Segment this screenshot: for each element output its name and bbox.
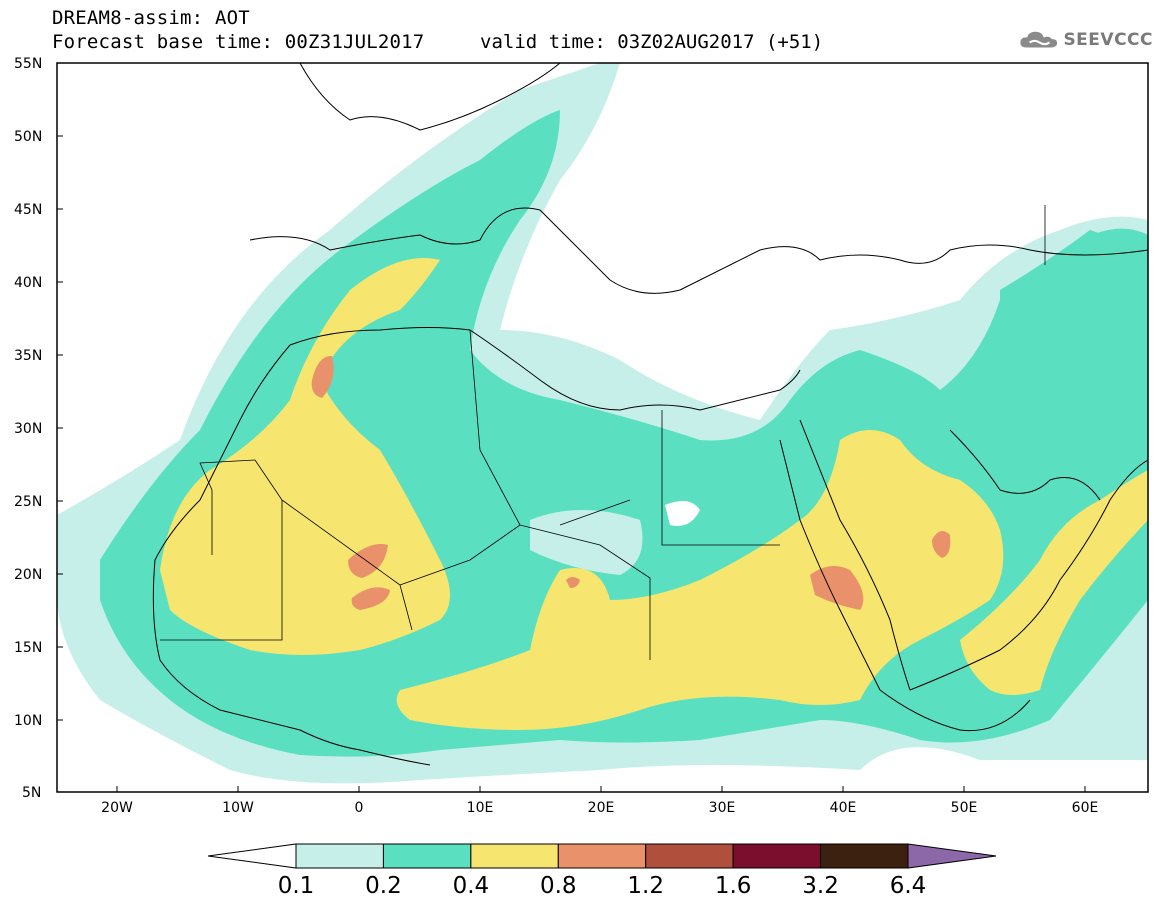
lat-ticks — [57, 62, 63, 793]
lat-label: 55N — [14, 56, 42, 72]
colorbar-min-triangle — [207, 843, 297, 869]
map-title: DREAM8-assim: AOT — [52, 7, 250, 29]
colorbar-label: 1.2 — [627, 873, 664, 899]
aot-band-0.8-saudi — [932, 531, 951, 558]
cloud-logo-icon — [1020, 31, 1058, 48]
aot-band-0.8-chad — [566, 577, 580, 588]
aot-band-0.8-mali — [348, 544, 388, 578]
lat-label: 35N — [14, 348, 42, 364]
colorbar-max-triangle — [907, 843, 997, 869]
lat-label: 20N — [14, 567, 42, 583]
colorbar-swatch — [382, 843, 472, 869]
lon-label: 50E — [951, 800, 978, 816]
borders — [160, 205, 1046, 660]
lat-label: 15N — [14, 640, 42, 656]
aot-band-0.4-sahel — [396, 430, 1004, 730]
aot-clear-egypt — [665, 501, 700, 526]
logo-text: SEEVCCC — [1063, 30, 1153, 50]
aot-band-0.2-east — [1000, 230, 1148, 320]
lat-label: 50N — [14, 129, 42, 145]
lat-label: 45N — [14, 202, 42, 218]
lat-label: 10N — [14, 713, 42, 729]
coastlines — [152, 63, 1148, 766]
aot-band-0.4-oman — [960, 470, 1148, 695]
valid-time: valid time: 03Z02AUG2017 (+51) — [480, 31, 824, 53]
aot-band-0.8-sudan — [810, 566, 864, 610]
colorbar-swatch — [557, 843, 647, 869]
lon-labels: 20W 10W 0 10E 20E 30E 40E 50E 60E — [101, 800, 1098, 816]
lon-label: 60E — [1072, 800, 1099, 816]
lat-label: 30N — [14, 421, 42, 437]
aot-band-0.8-mali2 — [351, 587, 390, 610]
colorbar-label: 0.4 — [453, 873, 490, 899]
colorbar-swatch — [645, 843, 734, 869]
forecast-base-time: Forecast base time: 00Z31JUL2017 — [52, 31, 425, 53]
lon-label: 20E — [588, 800, 615, 816]
colorbar-label: 3.2 — [802, 873, 839, 899]
lon-label: 40E — [830, 800, 857, 816]
colorbar-swatch — [732, 843, 822, 869]
lon-ticks — [116, 786, 1086, 792]
lat-label: 5N — [22, 785, 41, 801]
aot-clear-libya — [530, 510, 643, 575]
colorbar: 0.1 0.2 0.4 0.8 1.2 1.6 3.2 6.4 — [207, 843, 997, 899]
colorbar-swatch — [820, 843, 909, 869]
lat-label: 25N — [14, 494, 42, 510]
logo: SEEVCCC — [1018, 24, 1153, 56]
lat-label: 40N — [14, 275, 42, 291]
colorbar-label: 0.1 — [278, 873, 315, 899]
colorbar-label: 6.4 — [890, 873, 927, 899]
aot-contours — [57, 63, 1148, 784]
colorbar-label: 0.2 — [365, 873, 402, 899]
lon-label: 20W — [101, 800, 133, 816]
colorbar-swatch — [295, 843, 384, 869]
lon-label: 10E — [467, 800, 494, 816]
colorbar-label: 0.8 — [540, 873, 577, 899]
aot-band-0.8-morocco — [311, 355, 334, 398]
lat-labels: 55N 50N 45N 40N 35N 30N 25N 20N 15N 10N … — [14, 56, 42, 801]
colorbar-label: 1.6 — [715, 873, 752, 899]
lon-label: 10W — [222, 800, 254, 816]
lon-label: 30E — [709, 800, 736, 816]
colorbar-swatch — [470, 843, 559, 869]
lon-label: 0 — [355, 800, 364, 816]
